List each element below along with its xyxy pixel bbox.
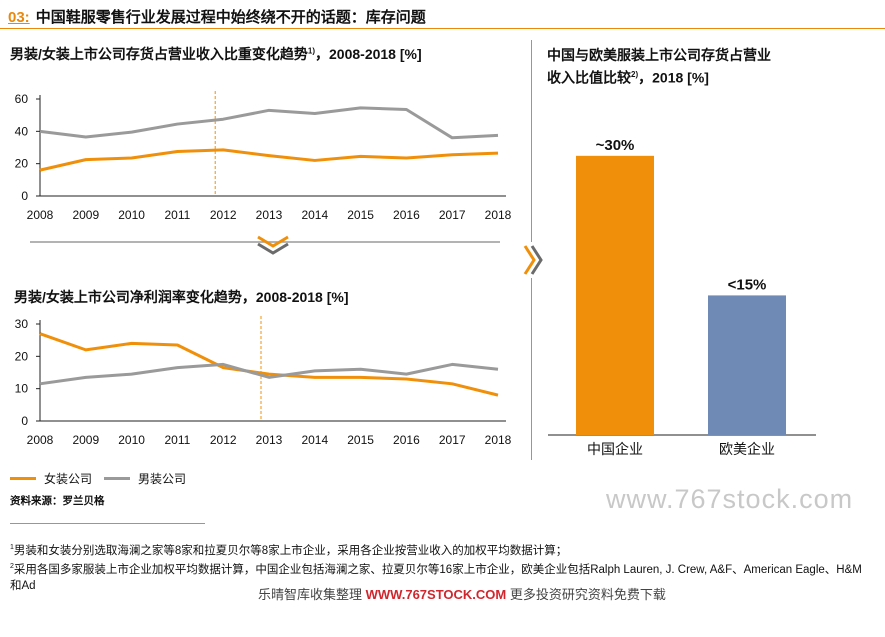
footnote-1-sup: 1 <box>10 544 14 551</box>
margin-x-tick-label: 2013 <box>256 433 283 447</box>
inventory-ratio-line-chart: 0 20 40 60 2008 2009 2010 2011 2012 2013 2014 2015 2… <box>15 91 512 222</box>
watermark-url: WWW.767STOCK.COM <box>365 587 507 602</box>
margin-x-tick-label: 2008 <box>27 433 54 447</box>
margin-x-tick-label: 2011 <box>164 433 190 447</box>
inventory-x-tick-label: 2012 <box>210 208 237 222</box>
inventory-chart-title: 男装/女装上市公司存货占营业收入比重变化趋势1)，2008-2018 [%] <box>10 44 422 64</box>
inventory-x-tick-label: 2013 <box>256 208 283 222</box>
margin-y-tick-label: 10 <box>15 382 29 396</box>
watermark-banner: 乐晴智库收集整理 WWW.767STOCK.COM 更多投资研究资料免费下载 <box>258 584 666 603</box>
legend-item-women: 女装公司 <box>10 470 92 487</box>
bar-data-label: <15% <box>728 276 767 293</box>
margin-x-tick-label: 2009 <box>72 433 99 447</box>
inventory-x-tick-label: 2016 <box>393 208 420 222</box>
margin-y-tick-label: 30 <box>15 317 29 331</box>
inventory-x-tick-label: 2010 <box>118 208 145 222</box>
footnote-2: 2采用各国多家服装上市企业加权平均数据计算，中国企业包括海澜之家、拉夏贝尔等16… <box>10 559 870 594</box>
margin-x-tick-label: 2010 <box>118 433 145 447</box>
comparison-title-suffix: ，2018 [%] <box>638 69 709 86</box>
legend: 女装公司 男装公司 <box>10 470 186 487</box>
legend-swatch-women <box>10 477 36 480</box>
inventory-x-tick-label: 2008 <box>27 208 54 222</box>
legend-label-women: 女装公司 <box>44 472 93 486</box>
comparison-chart-title-line1: 中国与欧美服装上市公司存货占营业 <box>547 47 771 63</box>
profit-chart-title: 男装/女装上市公司净利润率变化趋势，2008-2018 [%] <box>14 289 349 305</box>
inventory-y-tick-label: 0 <box>21 189 28 203</box>
header-divider <box>0 28 885 29</box>
watermark: www.767stock.com <box>606 484 854 514</box>
inventory-y-tick-label: 60 <box>15 92 29 106</box>
footnote-divider <box>10 523 205 524</box>
margin-x-tick-label: 2015 <box>347 433 374 447</box>
section-title: 中国鞋服零售行业发展过程中始终绕不开的话题：库存问题 <box>35 9 426 26</box>
inventory-comparison-bar-chart: ~30% 中国企业 <15% 欧美企业 <box>548 137 816 457</box>
net-margin-line-chart: 0 10 20 30 2008 2009 2010 2011 2012 2013 2014 2015 2… <box>15 316 512 447</box>
inventory-series-men <box>39 106 499 140</box>
footnotes: 1男装和女装分别选取海澜之家等8家和拉夏贝尔等8家上市企业，采用各企业按营业收入… <box>10 540 870 594</box>
inventory-y-tick-label: 20 <box>15 157 29 171</box>
comparison-title-text: 收入比值比较 <box>547 69 631 86</box>
inventory-chart-title-text: 男装/女装上市公司存货占营业收入比重变化趋势 <box>10 46 308 62</box>
bar-category-label: 中国企业 <box>587 441 643 457</box>
legend-item-men: 男装公司 <box>104 470 186 487</box>
page-title: 03: 中国鞋服零售行业发展过程中始终绕不开的话题：库存问题 <box>8 6 426 27</box>
margin-series-men <box>39 362 499 386</box>
margin-x-tick-label: 2012 <box>210 433 237 447</box>
bar-china <box>576 155 654 436</box>
chevron-down-icon <box>30 235 500 255</box>
comparison-title-sup: 2) <box>631 70 639 79</box>
margin-x-tick-label: 2018 <box>485 433 512 447</box>
margin-series-women <box>39 332 499 397</box>
comparison-chart-title-line2: 收入比值比较2)，2018 [%] <box>547 65 771 88</box>
inventory-x-tick-label: 2014 <box>301 208 328 222</box>
bar-western <box>708 295 786 435</box>
margin-x-tick-label: 2017 <box>439 433 466 447</box>
legend-label-men: 男装公司 <box>138 472 187 486</box>
margin-x-tick-label: 2016 <box>393 433 420 447</box>
bar-category-label: 欧美企业 <box>719 441 775 457</box>
footnote-1-text: 男装和女装分别选取海澜之家等8家和拉夏贝尔等8家上市企业，采用各企业按营业收入的… <box>13 544 568 557</box>
footnote-2-text: 采用各国多家服装上市企业加权平均数据计算，中国企业包括海澜之家、拉夏贝尔等16家… <box>10 563 862 592</box>
legend-swatch-men <box>104 477 131 480</box>
inventory-chart-title-suffix: ，2008-2018 [%] <box>315 46 422 62</box>
margin-y-tick-label: 0 <box>21 414 28 428</box>
footnote-2-sup: 2 <box>10 562 14 570</box>
section-number: 03: <box>8 9 30 26</box>
margin-y-tick-label: 20 <box>15 349 29 363</box>
watermark-suffix: 更多投资研究资料免费下载 <box>509 587 666 602</box>
source-note: 资料来源：罗兰贝格 <box>10 495 105 507</box>
inventory-x-tick-label: 2011 <box>164 208 190 222</box>
inventory-x-tick-label: 2009 <box>72 208 99 222</box>
inventory-x-tick-label: 2017 <box>439 208 466 222</box>
inventory-series-women <box>39 148 499 172</box>
margin-x-tick-label: 2014 <box>301 433 328 447</box>
chevron-right-icon <box>521 242 545 278</box>
inventory-y-tick-label: 40 <box>15 124 29 138</box>
inventory-x-tick-label: 2015 <box>347 208 374 222</box>
watermark-prefix: 乐晴智库收集整理 <box>258 587 363 602</box>
bar-data-label: ~30% <box>596 137 635 154</box>
footnote-1: 1男装和女装分别选取海澜之家等8家和拉夏贝尔等8家上市企业，采用各企业按营业收入… <box>10 540 870 559</box>
inventory-x-tick-label: 2018 <box>485 208 512 222</box>
inventory-chart-title-sup: 1) <box>307 46 316 56</box>
comparison-chart-title: 中国与欧美服装上市公司存货占营业 收入比值比较2)，2018 [%] <box>547 46 771 88</box>
